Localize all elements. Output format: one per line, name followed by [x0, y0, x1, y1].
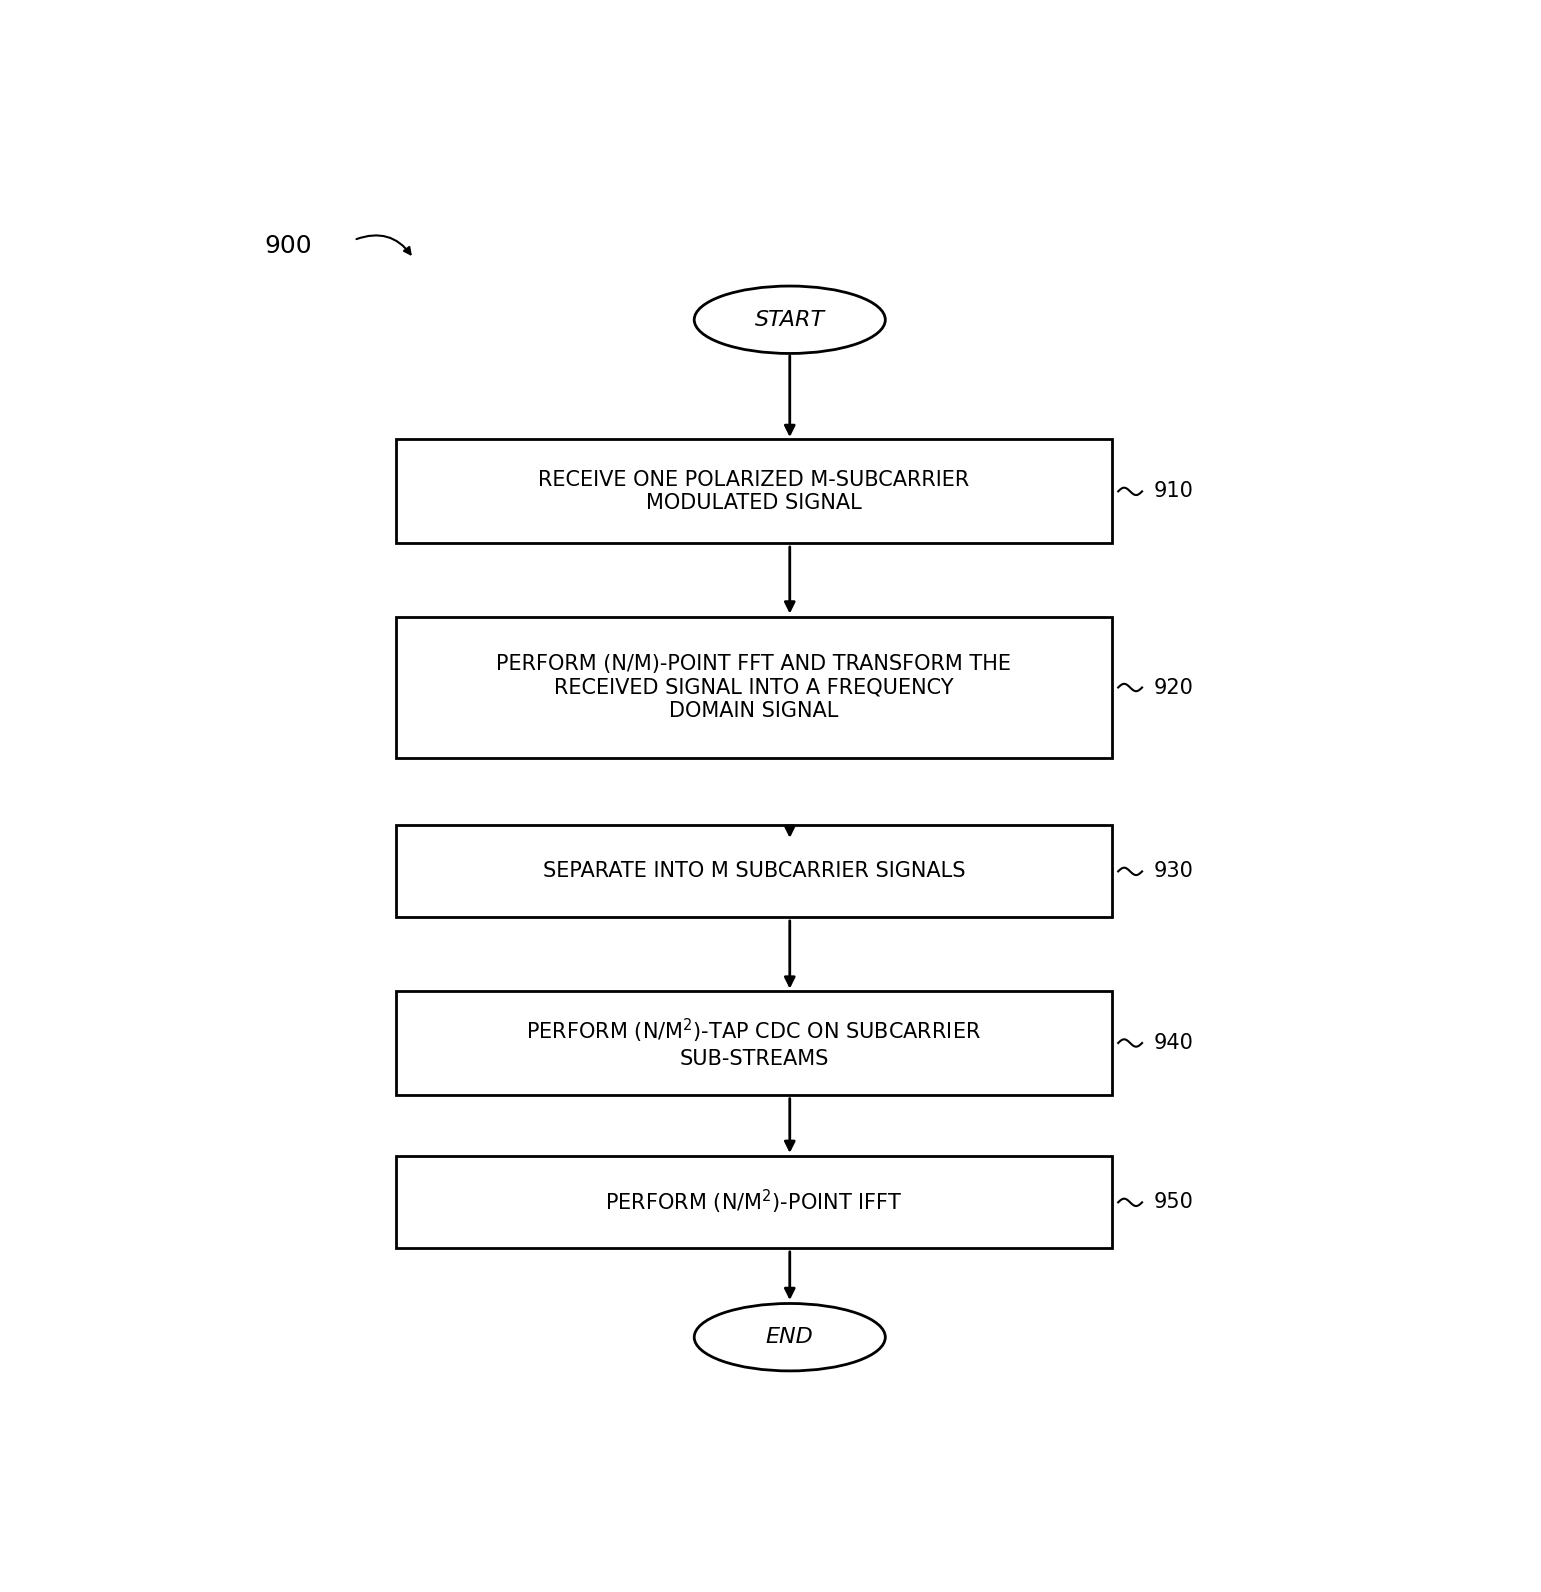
Text: 910: 910 [1154, 481, 1194, 501]
Text: PERFORM (N/M$^2$)-POINT IFFT: PERFORM (N/M$^2$)-POINT IFFT [606, 1188, 903, 1216]
FancyBboxPatch shape [396, 439, 1113, 543]
Text: 900: 900 [265, 234, 311, 258]
Text: 950: 950 [1154, 1192, 1194, 1213]
FancyBboxPatch shape [396, 1156, 1113, 1248]
Text: 930: 930 [1154, 861, 1194, 882]
Text: SEPARATE INTO M SUBCARRIER SIGNALS: SEPARATE INTO M SUBCARRIER SIGNALS [542, 861, 965, 882]
Ellipse shape [693, 287, 885, 353]
Text: 940: 940 [1154, 1033, 1194, 1052]
Text: RECEIVE ONE POLARIZED M-SUBCARRIER
MODULATED SIGNAL: RECEIVE ONE POLARIZED M-SUBCARRIER MODUL… [538, 470, 969, 513]
FancyBboxPatch shape [396, 618, 1113, 758]
FancyBboxPatch shape [396, 825, 1113, 917]
Ellipse shape [693, 1304, 885, 1371]
Text: PERFORM (N/M$^2$)-TAP CDC ON SUBCARRIER
SUB-STREAMS: PERFORM (N/M$^2$)-TAP CDC ON SUBCARRIER … [527, 1017, 982, 1068]
Text: START: START [755, 310, 824, 330]
Text: END: END [766, 1328, 814, 1347]
Text: 920: 920 [1154, 678, 1194, 697]
FancyBboxPatch shape [396, 990, 1113, 1095]
Text: PERFORM (N/M)-POINT FFT AND TRANSFORM THE
RECEIVED SIGNAL INTO A FREQUENCY
DOMAI: PERFORM (N/M)-POINT FFT AND TRANSFORM TH… [496, 654, 1011, 721]
